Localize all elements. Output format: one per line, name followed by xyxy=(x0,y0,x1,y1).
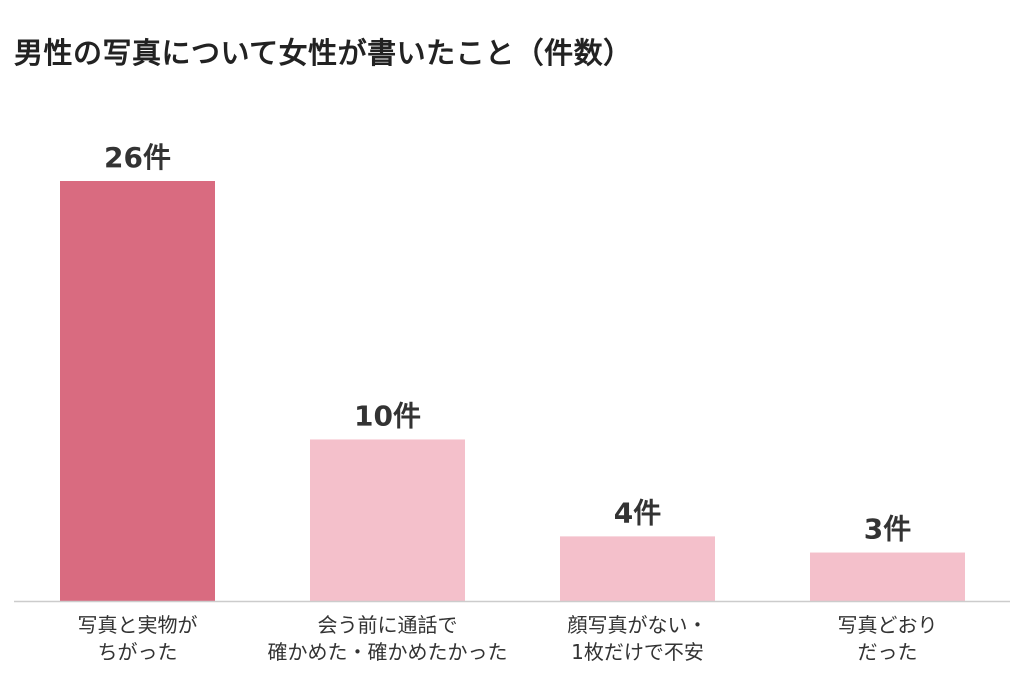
bar-2 xyxy=(310,439,465,601)
category-label-1-line-1: 写真と実物が xyxy=(78,613,198,637)
category-label-2-line-2: 確かめた・確かめたかった xyxy=(268,640,508,664)
value-label-4: 3件 xyxy=(864,513,911,546)
value-labels-group: 26件 10件 4件 3件 xyxy=(104,141,911,546)
category-label-4-line-1: 写真どおり xyxy=(838,613,938,637)
bar-3 xyxy=(560,536,715,601)
value-label-3: 4件 xyxy=(614,496,661,529)
category-label-1-line-2: ちがった xyxy=(98,640,178,664)
bar-1 xyxy=(60,181,215,601)
category-label-3-line-1: 顔写真がない・ xyxy=(568,613,708,637)
bars-group xyxy=(60,181,965,601)
category-label-2-line-1: 会う前に通話で xyxy=(318,613,458,637)
value-label-1: 26件 xyxy=(104,141,171,174)
category-label-4-line-2: だった xyxy=(858,640,918,664)
value-label-2: 10件 xyxy=(354,399,421,432)
category-label-3-line-2: 1枚だけで不安 xyxy=(571,640,704,664)
chart-title: 男性の写真について女性が書いたこと（件数） xyxy=(14,36,633,70)
bar-4 xyxy=(810,552,965,601)
